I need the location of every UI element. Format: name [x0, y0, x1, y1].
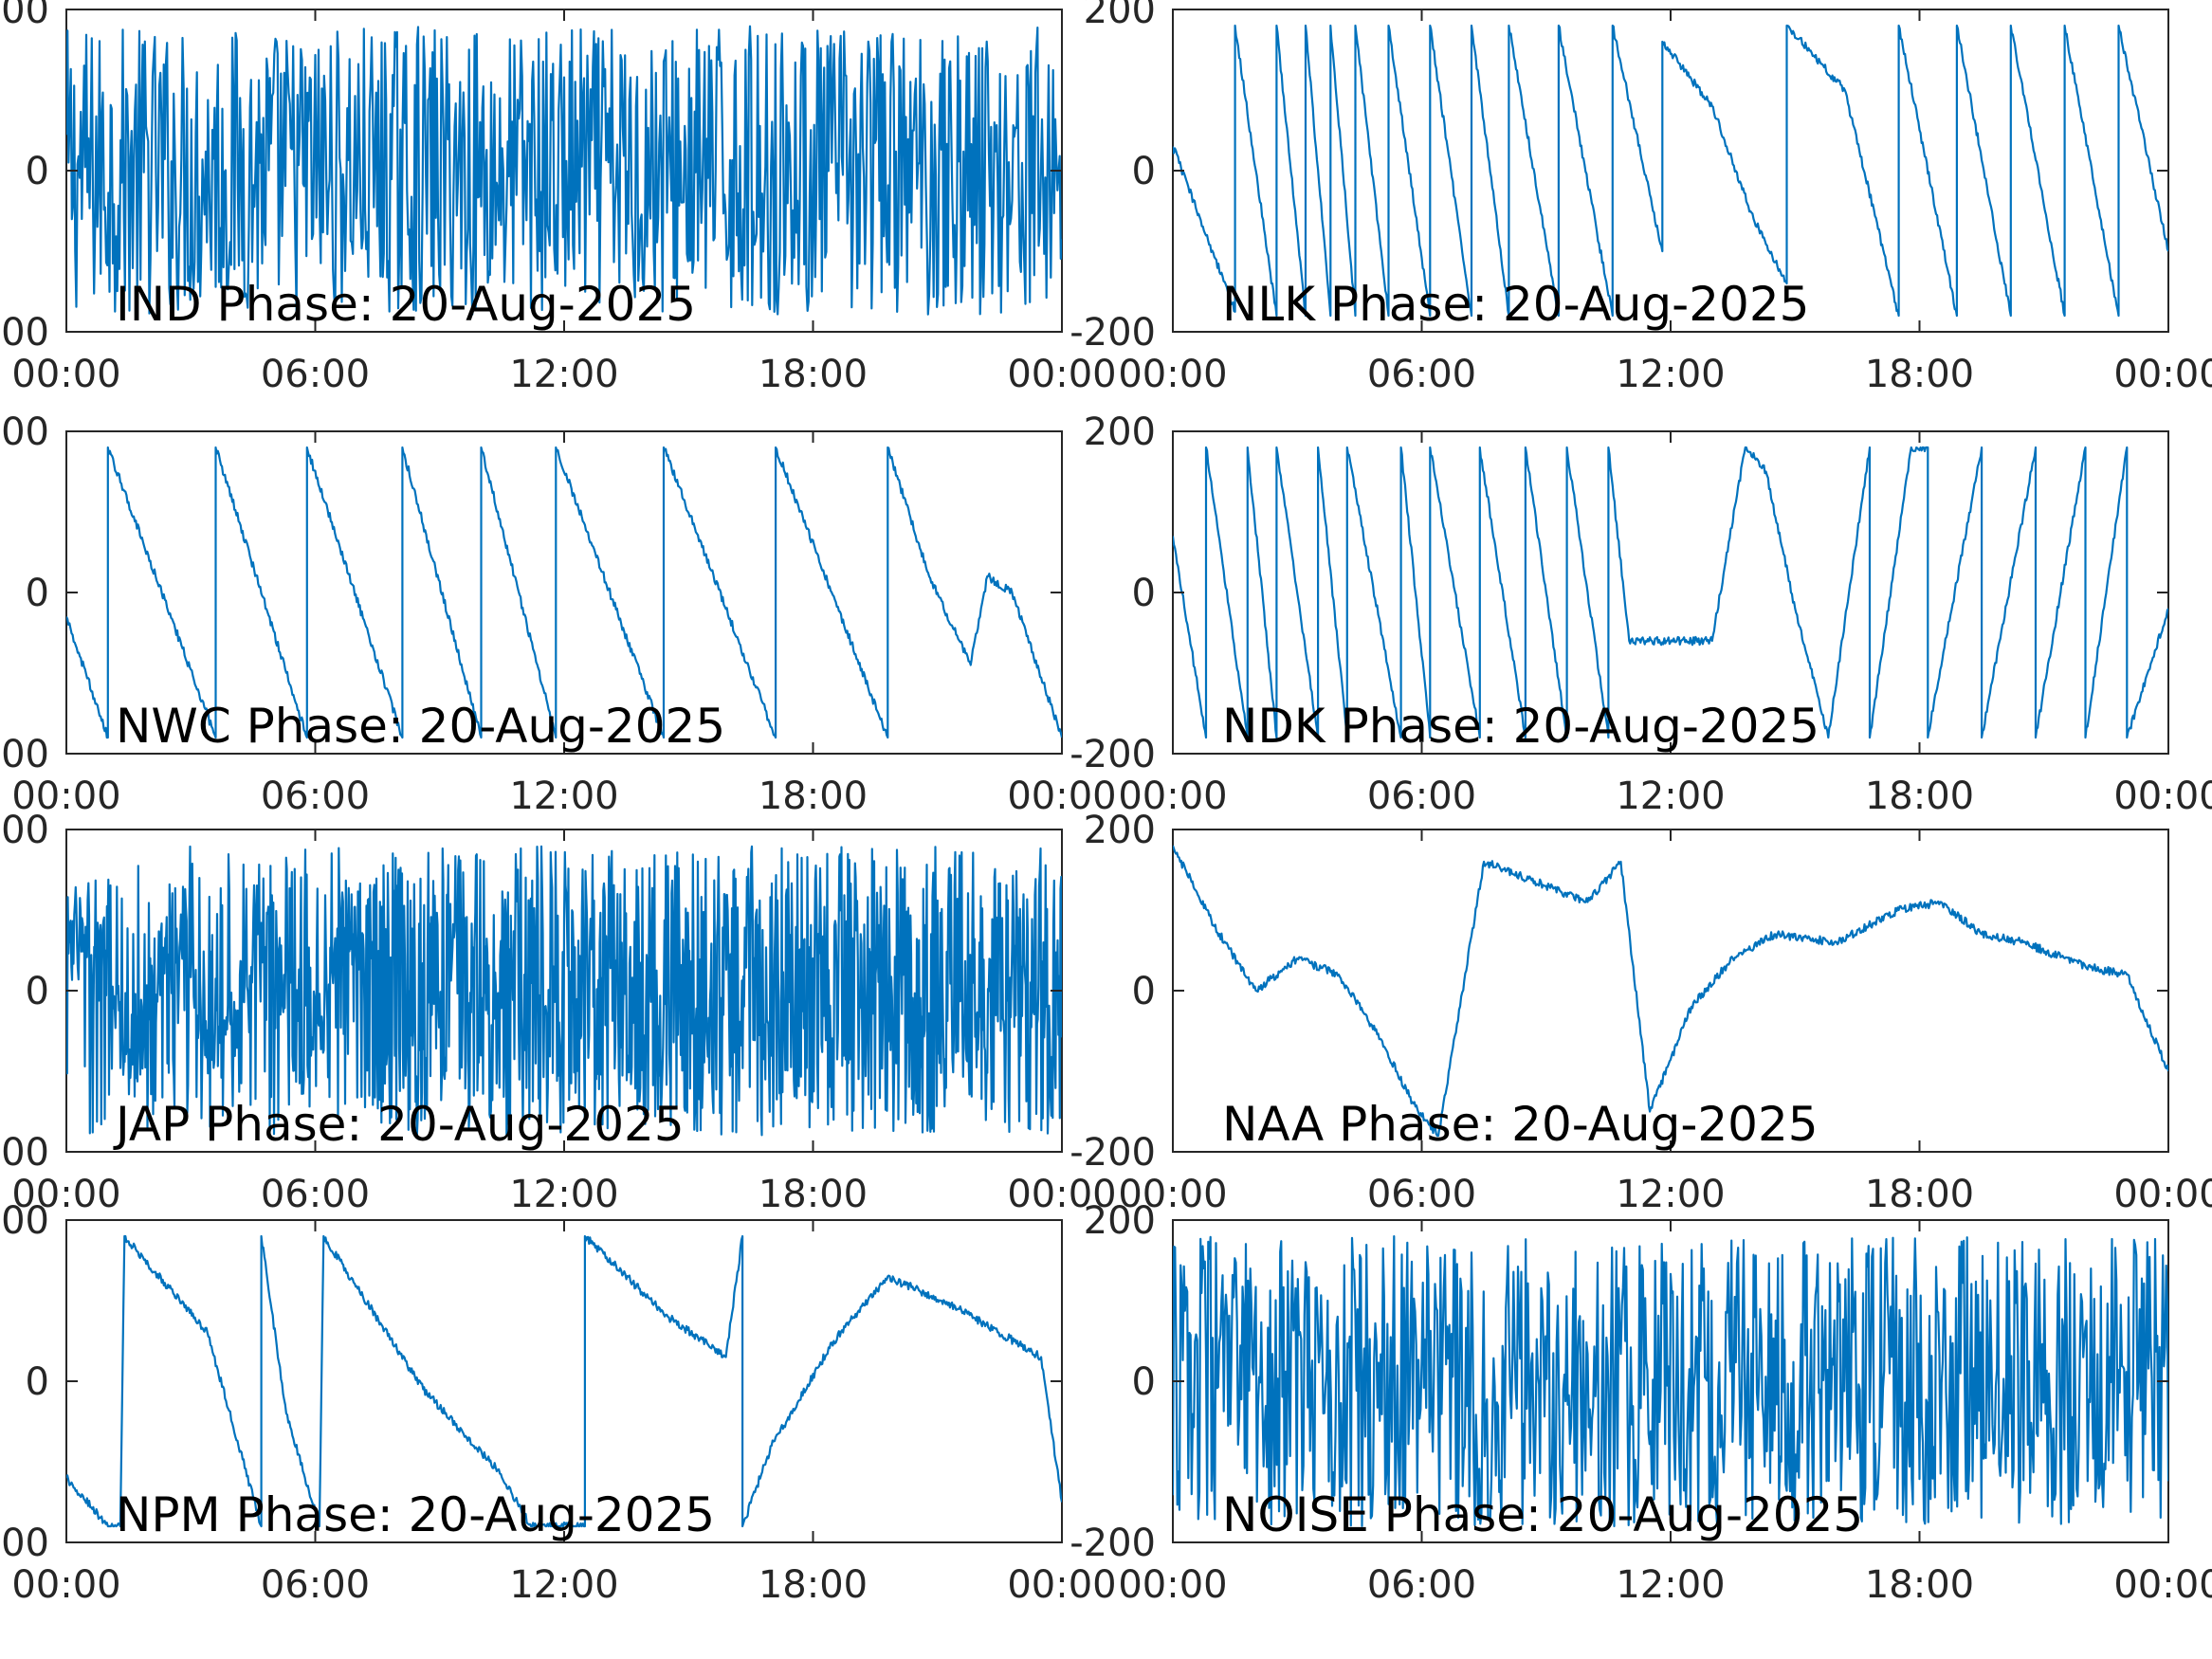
y-tick-label: 200 — [1084, 1199, 1156, 1243]
x-tick-label: 06:00 — [1367, 1563, 1476, 1607]
panel-npm: 00:00 06:00 12:00 18:00 00:00 200 0 -200 NPM Pha… — [0, 1199, 1117, 1607]
x-tick-label: 00:00 — [2113, 353, 2212, 396]
y-tick-label: -200 — [0, 1131, 49, 1175]
y-tick-label: -200 — [0, 733, 49, 776]
phase-trace-noise — [1173, 1235, 2168, 1527]
plot-frame — [1172, 430, 2169, 755]
y-tick-label: -200 — [1069, 1131, 1156, 1175]
x-tick-label: 00:00 — [1007, 353, 1116, 396]
phase-trace-nlk — [1173, 24, 2168, 318]
x-tick-label: 00:00 — [1007, 1563, 1116, 1607]
y-tick-label: -200 — [1069, 733, 1156, 776]
x-tick-label: 18:00 — [759, 775, 868, 818]
x-tick-label: 00:00 — [11, 353, 120, 396]
plot-frame — [1172, 829, 2169, 1153]
panel-title: NWC Phase: 20-Aug-2025 — [116, 699, 725, 754]
x-tick-label: 06:00 — [1367, 353, 1476, 396]
y-tick-label: 200 — [1084, 410, 1156, 454]
y-tick-label: -200 — [1069, 311, 1156, 355]
x-tick-label: 12:00 — [509, 353, 618, 396]
x-tick-label: 00:00 — [11, 1173, 120, 1216]
x-tick-label: 18:00 — [759, 1173, 868, 1216]
y-tick-label: 0 — [26, 150, 49, 193]
y-tick-label: 0 — [1132, 150, 1156, 193]
panel-title: NPM Phase: 20-Aug-2025 — [116, 1487, 715, 1542]
x-tick-label: 06:00 — [1367, 1173, 1476, 1216]
y-tick-label: -200 — [1069, 1522, 1156, 1565]
x-tick-label: 06:00 — [261, 775, 370, 818]
panel-jap: 00:00 06:00 12:00 18:00 00:00 200 0 -200 JAP Pha… — [0, 809, 1117, 1216]
panel-ndk: 00:00 06:00 12:00 18:00 00:00 200 0 -200 NDK Pha… — [1069, 410, 2212, 818]
x-tick-label: 18:00 — [1865, 775, 1974, 818]
x-tick-label: 00:00 — [1118, 1563, 1227, 1607]
x-tick-label: 00:00 — [1118, 353, 1227, 396]
x-tick-label: 12:00 — [509, 1563, 618, 1607]
x-tick-label: 18:00 — [1865, 353, 1974, 396]
y-tick-label: 200 — [0, 1199, 49, 1243]
x-tick-label: 12:00 — [1616, 775, 1725, 818]
panel-ind: 00:00 06:00 12:00 18:00 00:00 200 0 -200 IND Pha… — [0, 0, 1117, 396]
y-tick-label: 0 — [26, 970, 49, 1013]
panel-title: NLK Phase: 20-Aug-2025 — [1222, 277, 1809, 332]
x-tick-label: 12:00 — [1616, 1563, 1725, 1607]
x-tick-label: 00:00 — [2113, 1563, 2212, 1607]
panel-title: NDK Phase: 20-Aug-2025 — [1222, 699, 1819, 754]
panel-title: NOISE Phase: 20-Aug-2025 — [1222, 1487, 1863, 1542]
y-tick-label: 200 — [1084, 809, 1156, 852]
phase-trace-nwc — [66, 446, 1062, 739]
x-tick-label: 00:00 — [11, 775, 120, 818]
x-tick-label: 18:00 — [759, 1563, 868, 1607]
y-tick-label: 0 — [1132, 1360, 1156, 1404]
x-tick-label: 00:00 — [2113, 1173, 2212, 1216]
panel-nwc: 00:00 06:00 12:00 18:00 00:00 200 0 -200 NWC Pha… — [0, 410, 1117, 818]
x-tick-label: 12:00 — [509, 1173, 618, 1216]
y-tick-label: 200 — [0, 0, 49, 32]
panel-title: IND Phase: 20-Aug-2025 — [116, 277, 696, 332]
y-tick-label: 200 — [1084, 0, 1156, 32]
x-tick-label: 12:00 — [509, 775, 618, 818]
x-tick-label: 06:00 — [261, 1563, 370, 1607]
y-tick-label: 0 — [1132, 970, 1156, 1013]
phase-trace-ind — [66, 25, 1062, 316]
x-tick-label: 00:00 — [1118, 775, 1227, 818]
panel-naa: 00:00 06:00 12:00 18:00 00:00 200 0 -200 NAA Pha… — [1069, 809, 2212, 1216]
x-tick-label: 00:00 — [1007, 775, 1116, 818]
phase-trace-naa — [1173, 845, 2168, 1138]
x-tick-label: 06:00 — [1367, 775, 1476, 818]
x-tick-label: 00:00 — [2113, 775, 2212, 818]
x-tick-label: 00:00 — [11, 1563, 120, 1607]
panel-nlk: 00:00 06:00 12:00 18:00 00:00 200 0 -200 NLK Pha… — [1069, 0, 2212, 396]
panel-title: NAA Phase: 20-Aug-2025 — [1222, 1097, 1819, 1152]
phase-trace-ndk — [1173, 446, 2168, 739]
x-tick-label: 18:00 — [1865, 1173, 1974, 1216]
x-tick-label: 18:00 — [1865, 1563, 1974, 1607]
panel-title: JAP Phase: 20-Aug-2025 — [113, 1097, 685, 1152]
y-tick-label: 0 — [26, 572, 49, 615]
phase-trace-npm — [66, 1234, 1062, 1528]
y-tick-label: 200 — [0, 410, 49, 454]
x-tick-label: 12:00 — [1616, 1173, 1725, 1216]
x-tick-label: 06:00 — [261, 1173, 370, 1216]
x-tick-label: 06:00 — [261, 353, 370, 396]
phase-trace-jap — [66, 845, 1062, 1137]
y-tick-label: 0 — [1132, 572, 1156, 615]
x-tick-label: 00:00 — [1007, 1173, 1116, 1216]
plot-frame — [65, 1219, 1063, 1543]
x-tick-label: 12:00 — [1616, 353, 1725, 396]
panel-noise: 00:00 06:00 12:00 18:00 00:00 200 0 -200 NOISE P… — [1069, 1199, 2212, 1607]
y-tick-label: -200 — [0, 1522, 49, 1565]
x-tick-label: 00:00 — [1118, 1173, 1227, 1216]
y-tick-label: 200 — [0, 809, 49, 852]
y-tick-label: -200 — [0, 311, 49, 355]
y-tick-label: 0 — [26, 1360, 49, 1404]
x-tick-label: 18:00 — [759, 353, 868, 396]
